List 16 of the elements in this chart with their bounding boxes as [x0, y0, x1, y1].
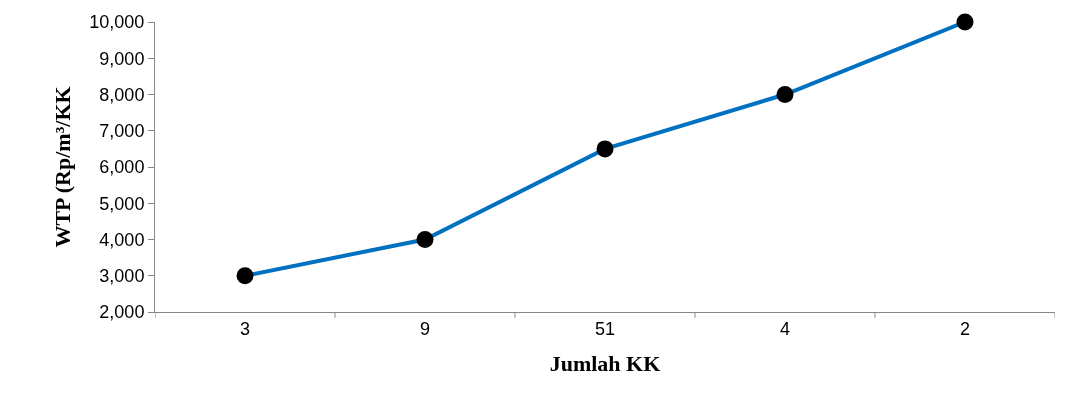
y-tick-label: 4,000	[99, 229, 145, 250]
y-tick-label: 2,000	[99, 302, 145, 323]
x-axis-title: Jumlah KK	[549, 351, 661, 377]
x-tick-label: 9	[419, 318, 431, 339]
x-tick-label: 3	[239, 318, 251, 339]
y-tick-label: 8,000	[99, 84, 145, 105]
y-tick-label: 6,000	[99, 157, 145, 178]
y-tick-label: 10,000	[89, 12, 145, 33]
y-tick-label: 5,000	[99, 193, 145, 214]
x-tick-label: 51	[594, 318, 616, 339]
y-tick-label: 7,000	[99, 121, 145, 142]
y-tick-label: 9,000	[99, 48, 145, 69]
x-tick-label: 4	[779, 318, 791, 339]
x-tick-label: 2	[959, 318, 971, 339]
y-tick-label: 3,000	[99, 266, 145, 287]
y-axis-title: WTP (Rp/m³/KK	[50, 86, 76, 248]
